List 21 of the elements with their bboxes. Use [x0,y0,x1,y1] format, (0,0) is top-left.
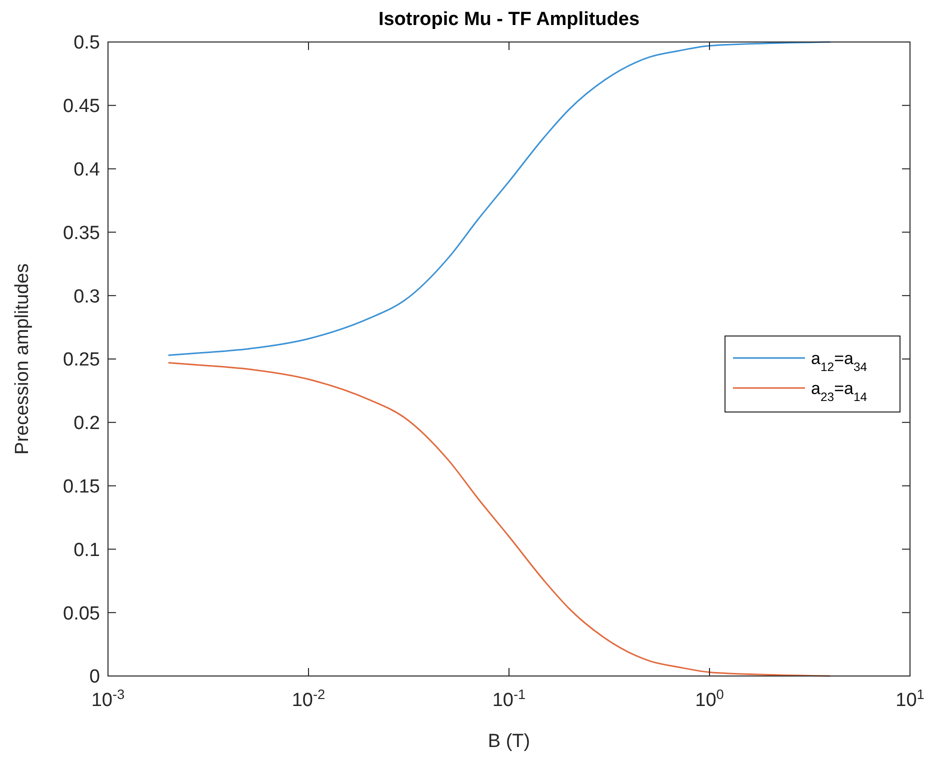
y-tick-label: 0.3 [74,286,100,308]
y-tick-label: 0.4 [74,159,100,180]
y-tick-label: 0.45 [63,96,100,118]
y-tick-label: 0.05 [63,603,100,624]
x-tick-label: 10$^{-3}$ [91,686,125,711]
x-axis-title: B (T) [488,731,530,752]
y-tick-label: 0.2 [74,413,100,434]
chart-title: Isotropic Mu - TF Amplitudes [378,9,640,30]
y-tick-label: 0.25 [63,350,100,371]
x-tick-label: 10$^{-1}$ [492,686,526,711]
y-axis-title: Precession amplitudes [12,263,33,455]
y-tick-label: 0.1 [74,540,100,561]
y-tick-label: 0.5 [74,32,100,54]
x-tick-label: 10$^{0}$ [695,686,724,711]
y-tick-label: 0 [89,666,100,688]
x-tick-label: 10$^{-2}$ [292,686,326,711]
legend-label: a$_{12}$=a$_{34}$ [811,348,868,374]
legend-label: a$_{23}$=a$_{14}$ [811,378,868,404]
x-tick-label: 10$^{1}$ [896,686,924,711]
y-tick-label: 0.15 [63,476,100,498]
y-tick-label: 0.35 [63,222,100,244]
